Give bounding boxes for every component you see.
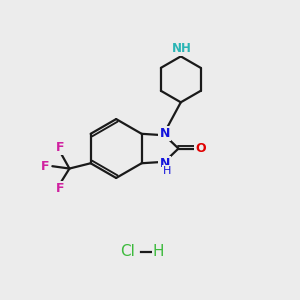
Text: N: N	[159, 127, 170, 140]
Text: NH: NH	[172, 42, 192, 55]
Text: F: F	[56, 141, 65, 154]
Text: Cl: Cl	[121, 244, 135, 259]
Text: F: F	[41, 160, 49, 173]
Text: H: H	[152, 244, 164, 259]
Text: F: F	[56, 182, 65, 195]
Text: H: H	[163, 166, 171, 176]
Text: O: O	[195, 142, 206, 155]
Text: N: N	[159, 157, 170, 170]
